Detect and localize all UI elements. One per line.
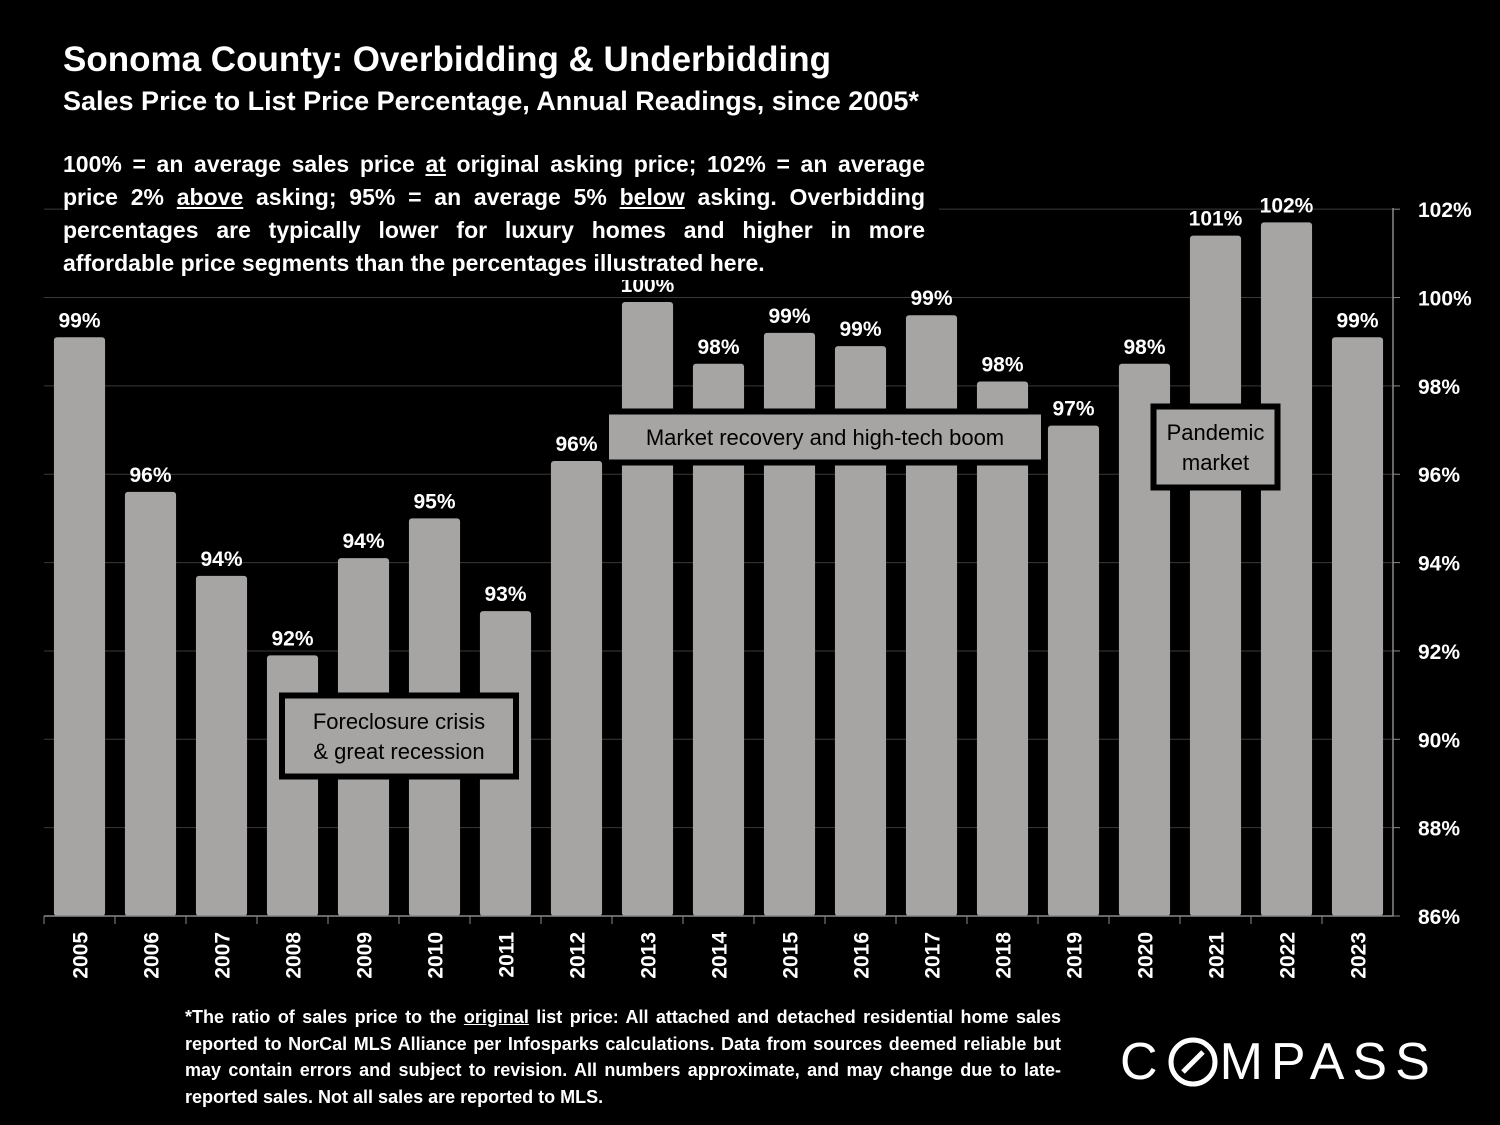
x-tick-label-2017: 2017 (922, 932, 945, 979)
x-tick-label-2006: 2006 (141, 932, 164, 979)
x-tick-label-2018: 2018 (993, 932, 1016, 979)
bar-2017 (905, 315, 958, 916)
y-tick-label: 98% (1418, 376, 1460, 399)
y-tick-label: 96% (1418, 464, 1460, 487)
y-tick-label: 86% (1418, 906, 1460, 929)
annotation-3: Pandemic market (1150, 403, 1281, 491)
chart-subtitle: Sales Price to List Price Percentage, An… (63, 86, 919, 116)
data-label-2008: 92% (271, 627, 313, 650)
x-tick-label-2012: 2012 (567, 932, 590, 979)
bar-2012 (550, 460, 603, 916)
x-tick-label-2016: 2016 (851, 932, 874, 979)
x-tick-label-2020: 2020 (1135, 932, 1158, 979)
footnote: *The ratio of sales price to the origina… (185, 1004, 1061, 1110)
bar-2018 (976, 381, 1029, 916)
chart-title: Sonoma County: Overbidding & Underbiddin… (63, 40, 832, 79)
x-tick-label-2019: 2019 (1064, 932, 1087, 979)
annotation-text: Market recovery and high-tech boom (646, 425, 1004, 450)
intro-text-3: asking; 95% = an average 5% (243, 184, 620, 210)
data-label-2015: 99% (768, 305, 810, 328)
y-tick-label: 102% (1418, 199, 1472, 222)
intro-underline-below: below (619, 184, 685, 210)
x-tick-label-2011: 2011 (496, 932, 519, 978)
annotation-2: Market recovery and high-tech boom (603, 408, 1047, 466)
data-label-2019: 97% (1052, 398, 1094, 421)
data-label-2022: 102% (1260, 194, 1314, 217)
annotation-1: Foreclosure crisis & great recession (279, 692, 519, 780)
data-label-2006: 96% (129, 464, 171, 487)
footnote-text-1: *The ratio of sales price to the (185, 1007, 464, 1027)
y-tick-label: 88% (1418, 818, 1460, 841)
data-label-2016: 99% (839, 318, 881, 341)
bar-chart: 86% 88% 90% 92% 94% 96% 98% 100% 102% 2005 2006 200… (43, 194, 1472, 979)
x-tick-label-2007: 2007 (212, 932, 235, 979)
annotation-text: Pandemic (1167, 420, 1265, 445)
bar-2023 (1331, 337, 1384, 917)
annotation-box (285, 698, 513, 774)
x-tick-label-2015: 2015 (780, 932, 803, 979)
footnote-text-2: list price: All attached and detached re… (185, 1007, 1061, 1107)
compass-logo: C MPASS (1120, 1030, 1445, 1094)
intro-text-4: asking. Overbidding percentages are typi… (63, 184, 926, 276)
compass-o-icon (1168, 1037, 1218, 1087)
data-label-2014: 98% (697, 336, 739, 359)
data-label-2021: 101% (1189, 208, 1243, 231)
bar-2019 (1047, 425, 1100, 916)
data-label-2005: 99% (58, 309, 100, 332)
bar-2020 (1118, 363, 1171, 916)
x-tick-label-2008: 2008 (283, 932, 306, 979)
data-label-2020: 98% (1123, 336, 1165, 359)
bars (53, 222, 1384, 917)
data-label-2018: 98% (981, 353, 1023, 376)
annotation-box (609, 414, 1041, 460)
y-tick-label: 100% (1418, 288, 1472, 311)
intro-text-2: original asking price; 102% = an average… (63, 151, 925, 210)
bar-2014 (692, 363, 745, 916)
y-tick-label: 94% (1418, 553, 1460, 576)
x-tick-label-2013: 2013 (638, 932, 661, 979)
intro-paragraph: 100% = an average sales price at origina… (63, 148, 939, 280)
axes: 86% 88% 90% 92% 94% 96% 98% 100% 102% 2005 2006 200… (43, 199, 1472, 979)
x-tick-label-2010: 2010 (425, 932, 448, 979)
footnote-underline-original: original (463, 1007, 529, 1027)
intro-underline-above: above (176, 184, 244, 210)
data-label-2009: 94% (342, 530, 384, 553)
x-tick-label-2005: 2005 (70, 932, 93, 979)
logo-text-right: MPASS (1219, 1033, 1438, 1091)
data-label-2023: 99% (1336, 309, 1378, 332)
x-tick-label-2009: 2009 (354, 932, 377, 979)
bar-2016 (834, 346, 887, 916)
x-tick-label-2021: 2021 (1206, 932, 1229, 979)
intro-underline-at: at (425, 151, 446, 177)
y-tick-label: 90% (1418, 729, 1460, 752)
bar-2007 (195, 575, 248, 916)
annotation-text: Foreclosure crisis (313, 709, 485, 734)
data-label-2012: 96% (555, 433, 597, 456)
bar-2021 (1189, 235, 1242, 916)
annotation-text: market (1182, 450, 1249, 475)
x-tick-label-2022: 2022 (1277, 932, 1300, 979)
data-label-2017: 99% (910, 287, 952, 310)
annotation-text: & great recession (313, 739, 484, 764)
logo-text-left: C (1120, 1033, 1166, 1091)
data-labels: 99%96%94%92%94%95%93%96%100%98%99%99%99%… (58, 194, 1378, 650)
bar-2006 (124, 491, 177, 916)
bar-2015 (763, 332, 816, 916)
data-label-2007: 94% (200, 548, 242, 571)
data-label-2011: 93% (484, 583, 526, 606)
x-tick-label-2023: 2023 (1348, 932, 1371, 979)
bar-2013 (621, 301, 674, 917)
data-label-2010: 95% (413, 490, 455, 513)
x-tick-label-2014: 2014 (709, 932, 732, 979)
annotation-box (1156, 409, 1275, 485)
bar-2005 (53, 337, 106, 917)
annotations: Foreclosure crisis & great recession Marke… (279, 403, 1281, 780)
y-tick-label: 92% (1418, 641, 1460, 664)
intro-text-1: 100% = an average sales price (63, 151, 426, 177)
bar-2022 (1260, 222, 1313, 916)
